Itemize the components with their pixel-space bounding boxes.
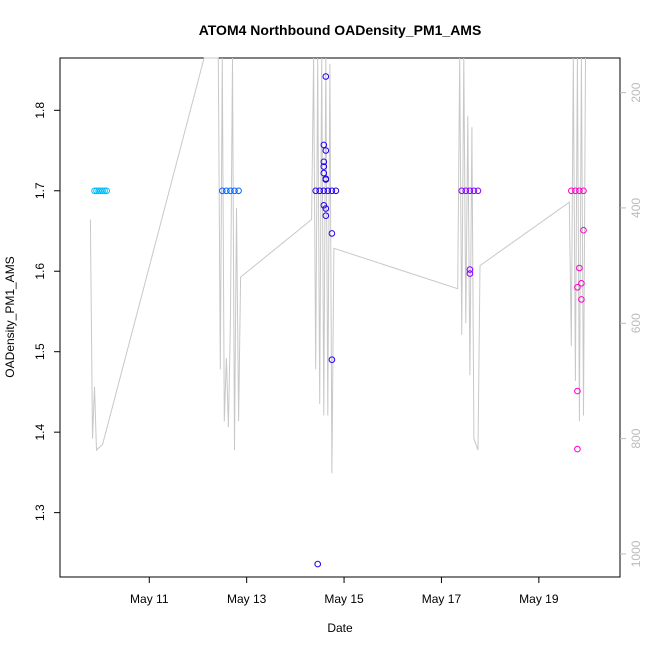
data-point [328, 230, 336, 237]
y2-tick-label: 400 [629, 198, 643, 218]
y-axis-label: OADensity_PM1_AMS [3, 256, 17, 377]
data-point [320, 187, 328, 195]
data-point [466, 266, 474, 273]
data-point [312, 187, 320, 195]
data-point [470, 187, 478, 195]
data-point [320, 169, 328, 177]
data-point [576, 264, 583, 272]
data-point [574, 387, 581, 395]
data-point [574, 445, 581, 453]
data-point [101, 187, 108, 195]
data-point [231, 187, 238, 195]
data-point [227, 187, 234, 195]
x-tick-label: May 11 [130, 592, 169, 606]
data-point [578, 296, 585, 303]
data-point [99, 187, 106, 195]
y2-tick-label: 800 [629, 428, 643, 448]
data-point [466, 187, 474, 195]
data-point [219, 187, 226, 195]
data-point [314, 560, 322, 568]
y2-tick-label: 200 [629, 82, 643, 102]
x-tick-label: May 19 [519, 592, 559, 606]
y-tick-label: 1.7 [33, 182, 47, 199]
y2-tick-label: 600 [629, 313, 643, 333]
data-point [97, 187, 104, 195]
overlay-line [89, 57, 586, 474]
data-point [322, 212, 330, 219]
y-tick-label: 1.6 [33, 263, 47, 280]
data-point [462, 187, 470, 195]
data-point [572, 187, 579, 195]
data-point [316, 187, 324, 195]
data-point [466, 270, 474, 277]
data-point [332, 187, 340, 195]
x-axis-label: Date [327, 621, 353, 635]
data-point [91, 187, 98, 195]
data-point [235, 187, 242, 195]
data-point [322, 73, 330, 80]
x-tick-label: May 13 [227, 592, 267, 606]
data-point [320, 141, 328, 149]
plot-frame [59, 57, 621, 578]
data-point [223, 187, 230, 195]
data-point [328, 187, 336, 195]
y-tick-label: 1.4 [33, 423, 47, 440]
data-point [103, 187, 110, 195]
data-point [320, 163, 328, 170]
data-point [324, 187, 332, 195]
y-tick-label: 1.8 [33, 102, 47, 119]
data-point [322, 176, 330, 183]
data-point [578, 280, 585, 287]
y2-tick-label: 1000 [629, 540, 643, 567]
data-point [458, 187, 466, 195]
data-point [576, 187, 583, 195]
overlay-line-layer [89, 57, 586, 474]
data-point [580, 187, 587, 195]
y-axis: 1.3 1.4 1.5 1.6 1.7 1.8 [33, 102, 60, 521]
x-tick-label: May 17 [422, 592, 462, 606]
y-tick-label: 1.5 [33, 343, 47, 360]
data-point [320, 158, 328, 166]
y2-axis: 200 400 600 800 1000 [620, 82, 643, 567]
data-point [322, 147, 330, 154]
data-point [328, 356, 336, 364]
data-point [580, 226, 587, 234]
data-point [574, 284, 581, 291]
data-point [93, 187, 100, 195]
data-point [474, 187, 482, 195]
data-point [322, 205, 330, 212]
y-tick-label: 1.3 [33, 504, 47, 521]
points-layer [91, 73, 587, 568]
chart-title: ATOM4 Northbound OADensity_PM1_AMS [199, 22, 482, 38]
data-point [568, 187, 575, 195]
x-tick-label: May 15 [324, 592, 364, 606]
x-axis: May 11 May 13 May 15 May 17 May 19 [130, 577, 559, 606]
